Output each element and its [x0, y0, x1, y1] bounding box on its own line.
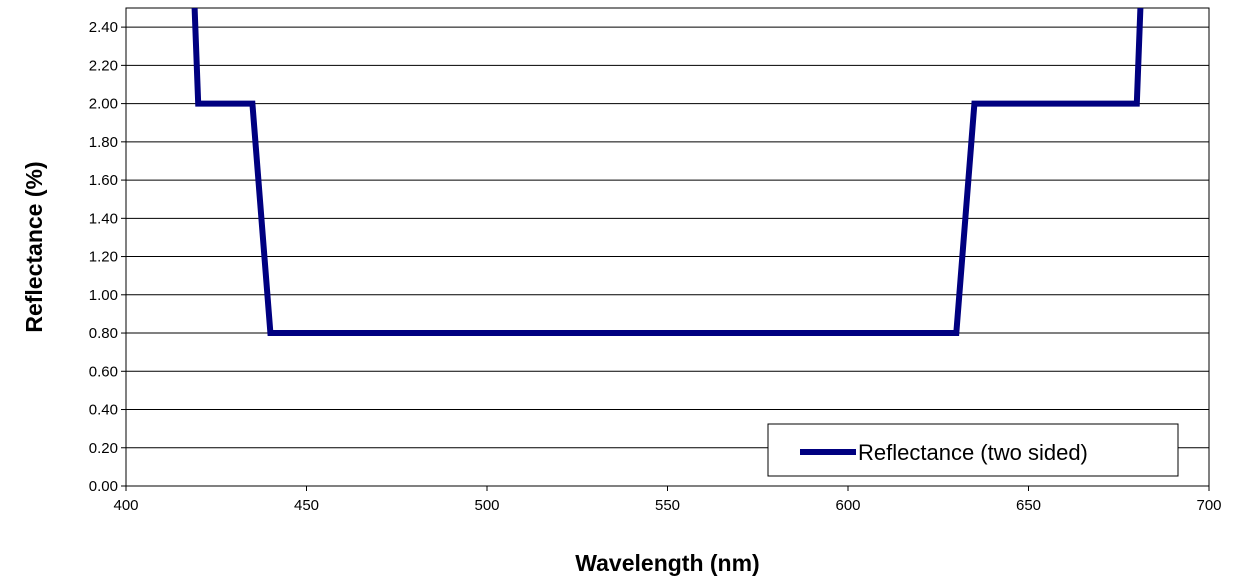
series-layer: [191, 8, 1144, 336]
y-tick-label: 2.40: [89, 19, 118, 36]
y-tick-label: 0.00: [89, 478, 118, 495]
x-tick-label: 650: [1016, 497, 1041, 514]
x-tick-label: 400: [113, 497, 138, 514]
y-tick-label: 1.60: [89, 172, 118, 189]
x-tick-label: 500: [474, 497, 499, 514]
x-tick-label: 700: [1196, 497, 1221, 514]
y-tick-label: 0.60: [89, 363, 118, 380]
y-axis-ticks: 0.00 0.20 0.40 0.60 0.80 1.00 1.20 1.40 1.60 1.80…: [89, 19, 126, 495]
y-tick-label: 2.00: [89, 96, 118, 113]
x-axis-title: Wavelength (nm): [575, 550, 759, 576]
y-axis-title: Reflectance (%): [21, 161, 47, 332]
plot-area: [125, 7, 1210, 487]
y-tick-label: 1.80: [89, 134, 118, 151]
x-axis-ticks: 400 450 500 550 600 650 700: [113, 486, 1222, 514]
y-tick-label: 1.20: [89, 249, 118, 266]
y-tick-label: 1.40: [89, 210, 118, 227]
x-tick-label: 450: [294, 497, 319, 514]
y-tick-label: 0.20: [89, 440, 118, 457]
legend: Reflectance (two sided): [767, 423, 1179, 477]
gridlines: [126, 26, 1209, 487]
legend-label: Reflectance (two sided): [858, 440, 1088, 465]
y-tick-label: 0.40: [89, 402, 118, 419]
x-tick-label: 550: [655, 497, 680, 514]
series-line-0: [191, 8, 1144, 336]
y-tick-label: 2.20: [89, 57, 118, 74]
x-tick-label: 600: [835, 497, 860, 514]
y-tick-label: 1.00: [89, 287, 118, 304]
y-tick-label: 0.80: [89, 325, 118, 342]
